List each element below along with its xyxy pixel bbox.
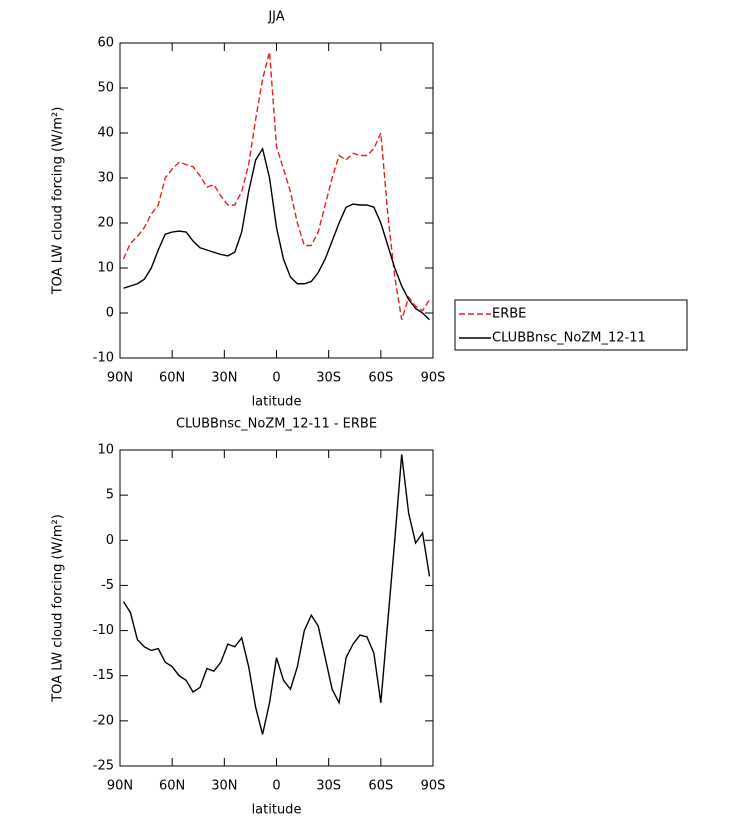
y-tick-label: 50 xyxy=(97,81,114,96)
y-axis-label: TOA LW cloud forcing (W/m²) xyxy=(51,107,66,296)
y-tick-label: 10 xyxy=(97,261,114,276)
y-tick-label: 40 xyxy=(97,126,114,141)
x-tick-label: 90S xyxy=(421,371,446,386)
y-tick-label: -20 xyxy=(93,713,114,728)
x-tick-label: 30N xyxy=(211,779,237,794)
y-tick-label: 5 xyxy=(106,488,114,503)
x-tick-label: 60S xyxy=(368,779,393,794)
x-tick-label: 90N xyxy=(107,371,133,386)
x-tick-label: 30S xyxy=(316,371,341,386)
x-tick-label: 0 xyxy=(272,779,280,794)
x-tick-label: 90N xyxy=(107,779,133,794)
y-tick-label: 20 xyxy=(97,216,114,231)
x-tick-label: 60N xyxy=(159,371,185,386)
chart-title: JJA xyxy=(267,10,284,25)
y-tick-label: -5 xyxy=(101,578,114,593)
y-axis-label: TOA LW cloud forcing (W/m²) xyxy=(51,514,66,703)
data-line xyxy=(123,146,431,321)
x-tick-label: 60N xyxy=(159,779,185,794)
x-tick-label: 60S xyxy=(368,371,393,386)
data-line xyxy=(122,454,431,735)
y-tick-label: -10 xyxy=(93,351,114,366)
y-tick-label: -15 xyxy=(93,668,114,683)
chart-title: CLUBBnsc_NoZM_12-11 - ERBE xyxy=(176,417,377,432)
data-line xyxy=(122,51,431,320)
y-tick-label: 10 xyxy=(97,443,114,458)
y-tick-label: 0 xyxy=(106,533,114,548)
y-tick-label: 30 xyxy=(97,171,114,186)
legend-box xyxy=(454,299,688,351)
x-axis-label: latitude xyxy=(252,395,302,410)
plot-frame xyxy=(119,449,434,767)
legend-label: CLUBBnsc_NoZM_12-11 xyxy=(492,331,646,346)
x-tick-label: 30S xyxy=(316,779,341,794)
x-axis-label: latitude xyxy=(252,803,302,818)
x-tick-label: 30N xyxy=(211,371,237,386)
legend-label: ERBE xyxy=(492,307,526,322)
y-tick-label: -25 xyxy=(93,759,114,774)
y-tick-label: 0 xyxy=(106,306,114,321)
y-tick-label: 60 xyxy=(97,36,114,51)
x-tick-label: 90S xyxy=(421,779,446,794)
y-tick-label: -10 xyxy=(93,623,114,638)
x-tick-label: 0 xyxy=(272,371,280,386)
